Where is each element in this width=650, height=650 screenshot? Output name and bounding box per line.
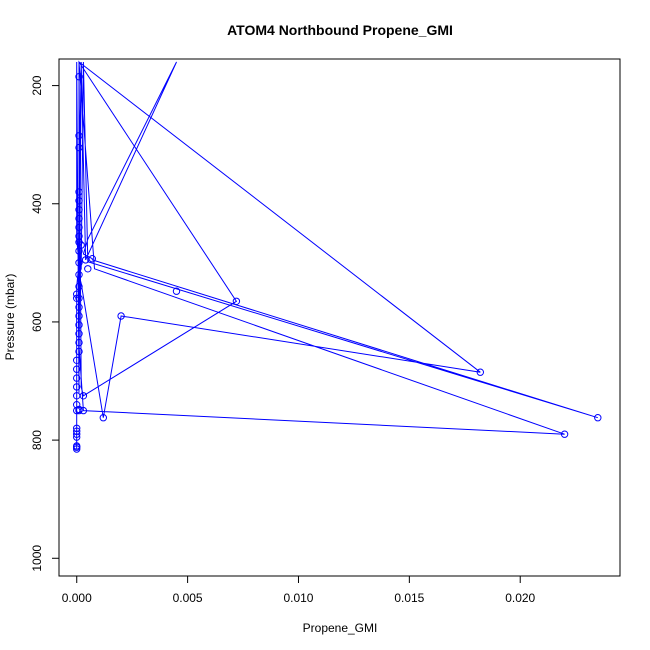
data-point	[73, 433, 81, 441]
data-point	[75, 347, 83, 356]
data-point	[75, 232, 83, 241]
data-point	[75, 247, 83, 255]
series-lines	[76, 60, 598, 449]
y-axis: 200 400 600 800 1000	[30, 75, 60, 572]
data-point	[75, 223, 83, 232]
x-axis: 0.000 0.005 0.010 0.015 0.020	[62, 575, 536, 605]
data-point	[75, 338, 83, 347]
data-point	[75, 406, 83, 415]
data-point	[99, 414, 108, 422]
data-point	[73, 294, 81, 302]
series-markers	[73, 73, 602, 453]
y-tick-label: 800	[30, 430, 44, 450]
data-point	[594, 414, 602, 422]
data-point	[73, 383, 81, 391]
y-axis-label: Pressure (mbar)	[3, 274, 17, 361]
x-tick-label: 0.015	[394, 591, 424, 605]
y-tick-label: 400	[30, 193, 44, 213]
chart-title: ATOM4 Northbound Propene_GMI	[227, 22, 453, 38]
data-point	[75, 330, 83, 338]
x-axis-label: Propene_GMI	[303, 621, 378, 635]
data-point	[73, 392, 81, 400]
data-point	[75, 197, 83, 205]
data-point	[75, 321, 83, 329]
data-point	[232, 297, 241, 305]
x-tick-label: 0.020	[505, 591, 535, 605]
data-point	[75, 214, 83, 223]
data-point	[117, 312, 125, 320]
x-tick-label: 0.000	[62, 591, 92, 605]
series-line	[76, 60, 598, 449]
data-point	[73, 290, 81, 298]
data-point	[75, 188, 83, 196]
x-tick-label: 0.010	[283, 591, 313, 605]
data-point	[75, 312, 83, 320]
data-point	[73, 430, 81, 438]
data-point	[75, 271, 83, 279]
data-point	[560, 430, 569, 438]
data-point	[88, 255, 97, 263]
data-point	[75, 73, 83, 81]
data-point	[73, 374, 81, 382]
data-point	[75, 132, 83, 140]
y-tick-label: 200	[30, 75, 44, 95]
data-point	[172, 287, 181, 295]
data-point	[75, 282, 83, 291]
y-tick-label: 1000	[30, 545, 44, 572]
data-point	[75, 206, 83, 214]
data-point	[75, 238, 83, 246]
y-tick-label: 600	[30, 312, 44, 332]
data-point	[73, 356, 81, 364]
data-point	[73, 365, 81, 373]
data-point	[75, 294, 83, 302]
data-point	[75, 143, 83, 152]
data-point	[73, 445, 81, 453]
x-tick-label: 0.005	[173, 591, 203, 605]
plot-frame	[58, 58, 621, 577]
data-point	[84, 265, 92, 273]
data-point	[75, 259, 83, 267]
data-point	[476, 368, 484, 376]
data-point	[75, 303, 83, 311]
